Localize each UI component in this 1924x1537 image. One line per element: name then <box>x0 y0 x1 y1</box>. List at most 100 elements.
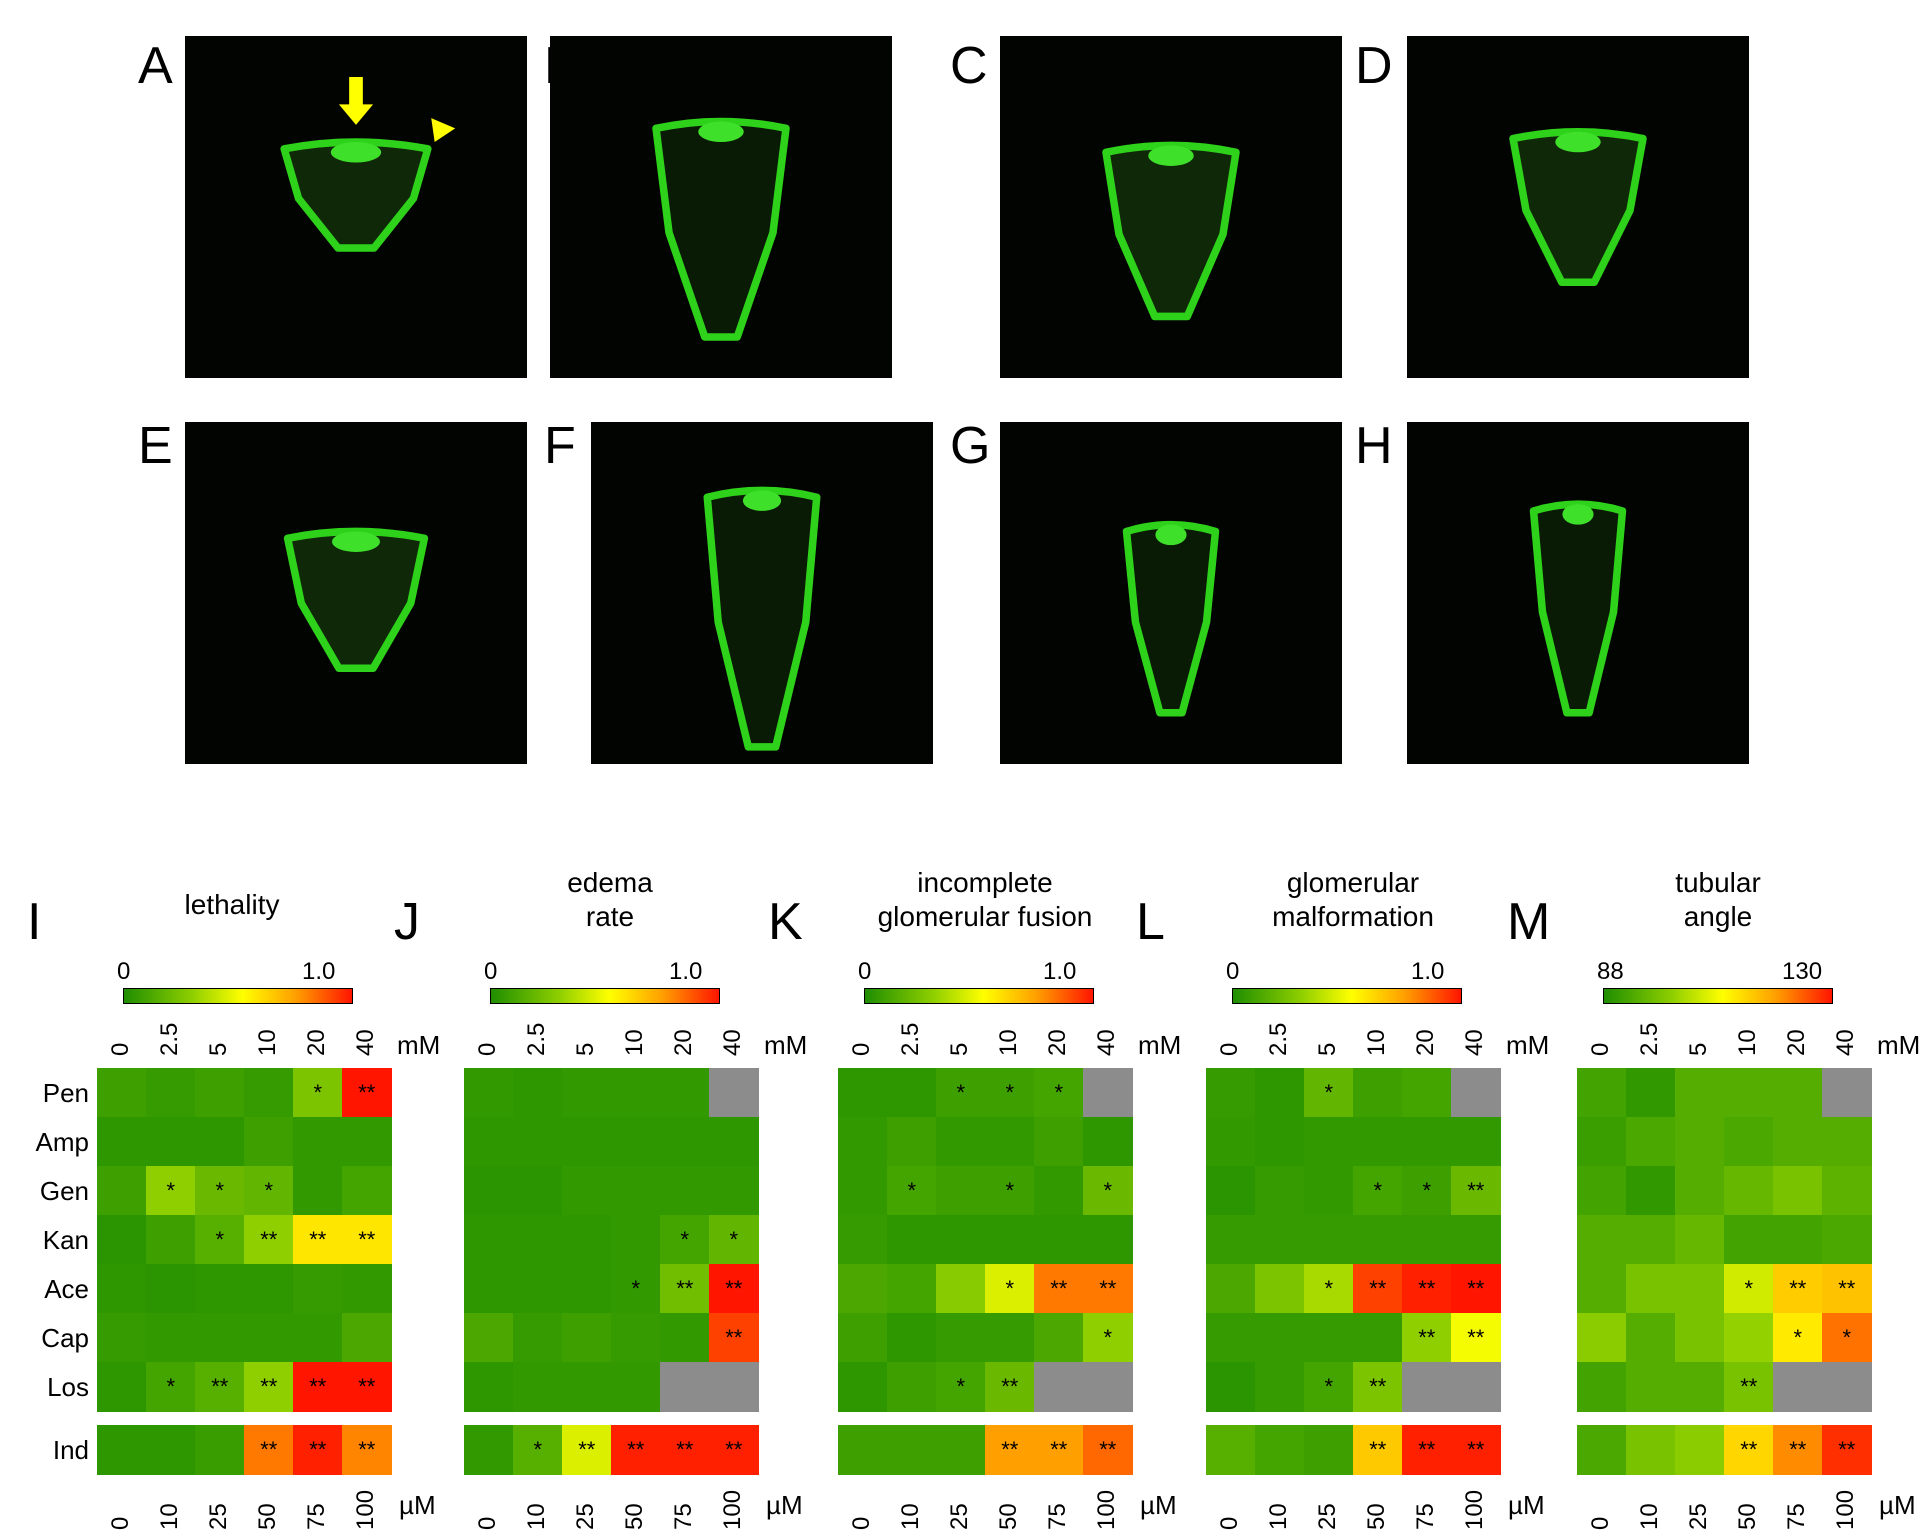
heatmap-cell <box>611 1166 661 1216</box>
colorbar-max-label: 1.0 <box>1043 958 1077 985</box>
heatmap-cell <box>887 1362 937 1412</box>
heatmap-cell-significance: * <box>1304 1264 1354 1314</box>
heatmap-cell <box>1822 1362 1872 1412</box>
heatmap-cell <box>1773 1362 1823 1412</box>
heatmap-cell <box>887 1117 937 1167</box>
heatmap-cell <box>146 1068 196 1118</box>
heatmap-cell <box>97 1068 147 1118</box>
heatmap-cell <box>660 1117 710 1167</box>
heatmap-cell <box>293 1313 343 1363</box>
heatmap-cell <box>1402 1117 1452 1167</box>
heatmap-cell <box>97 1362 147 1412</box>
uM-tick-label: 10 <box>156 1503 183 1530</box>
colorbar-max-label: 1.0 <box>1411 958 1445 985</box>
heatmap-cell-significance: * <box>1304 1068 1354 1118</box>
heatmap-cell <box>1402 1362 1452 1412</box>
heatmap-cell-significance: * <box>936 1068 986 1118</box>
glomerulus <box>330 142 382 163</box>
heatmap-cell <box>97 1117 147 1167</box>
heatmap-cell <box>562 1215 612 1265</box>
uM-tick-label: 100 <box>1832 1489 1859 1530</box>
heatmap-cell <box>838 1215 888 1265</box>
mM-unit-label: mM <box>1138 1030 1182 1060</box>
heatmap-cell-significance: ** <box>1451 1313 1501 1363</box>
uM-unit-label: µM <box>399 1490 436 1520</box>
heatmap-cell <box>1626 1313 1676 1363</box>
heatmap-cell <box>293 1264 343 1314</box>
heatmap-cell-significance: * <box>195 1215 245 1265</box>
heatmap-cell-significance: ** <box>660 1264 710 1314</box>
heatmap-cell-significance: ** <box>1353 1425 1403 1475</box>
uM-tick-label: 25 <box>572 1503 599 1530</box>
uM-tick-label: 75 <box>1044 1503 1071 1530</box>
colorbar <box>490 988 720 1004</box>
heatmap-cell <box>562 1166 612 1216</box>
uM-tick-label: 10 <box>523 1503 550 1530</box>
fluorescence-image <box>1407 36 1749 378</box>
heatmap-cell <box>1451 1362 1501 1412</box>
mM-tick-label: 2.5 <box>1265 1022 1292 1056</box>
heatmap-cell <box>1255 1425 1305 1475</box>
heatmap-cell-significance: * <box>985 1068 1035 1118</box>
heatmap-cell-significance: * <box>1083 1166 1133 1216</box>
row-label: Kan <box>42 1225 89 1255</box>
heatmap-cell <box>1206 1068 1256 1118</box>
heatmap-cell <box>838 1068 888 1118</box>
uM-tick-label: 10 <box>1265 1503 1292 1530</box>
heatmap-cell <box>709 1166 759 1216</box>
heatmap-cell <box>562 1264 612 1314</box>
heatmap-cell <box>709 1068 759 1118</box>
uM-tick-label: 10 <box>897 1503 924 1530</box>
pronephros-outline <box>280 138 432 252</box>
heatmap-cell <box>244 1264 294 1314</box>
heatmap-cell <box>936 1215 986 1265</box>
heatmap-cell <box>342 1117 392 1167</box>
heatmap-cell-significance: ** <box>342 1215 392 1265</box>
uM-tick-label: 100 <box>352 1489 379 1530</box>
heatmap-cell <box>1206 1362 1256 1412</box>
heatmap-cell <box>1724 1166 1774 1216</box>
heatmap-cell <box>985 1313 1035 1363</box>
uM-unit-label: µM <box>766 1490 803 1520</box>
heatmap-cell <box>1773 1215 1823 1265</box>
heatmap-cell <box>887 1068 937 1118</box>
fluorescence-image <box>591 422 933 764</box>
heatmap-cell <box>342 1313 392 1363</box>
heatmap-cell <box>1083 1068 1133 1118</box>
row-label: Los <box>47 1372 89 1402</box>
heatmap-cell <box>887 1215 937 1265</box>
heatmap-cell <box>146 1264 196 1314</box>
mM-tick-label: 0 <box>474 1042 501 1056</box>
heatmap-cell-significance: ** <box>1822 1425 1872 1475</box>
colorbar-max-label: 1.0 <box>669 958 703 985</box>
heatmap-title: glomerular malformation <box>1203 866 1503 934</box>
heatmap-cell-significance: ** <box>1451 1264 1501 1314</box>
heatmap-cell <box>146 1425 196 1475</box>
uM-tick-label: 0 <box>848 1516 875 1530</box>
heatmap-cell <box>1626 1166 1676 1216</box>
heatmap-cell <box>195 1425 245 1475</box>
mM-tick-label: 10 <box>1734 1029 1761 1056</box>
heatmap-cell-significance: ** <box>660 1425 710 1475</box>
heatmap-cell <box>1206 1166 1256 1216</box>
heatmap-cell <box>1773 1166 1823 1216</box>
heatmap-cell <box>1034 1362 1084 1412</box>
heatmap-cell <box>1304 1117 1354 1167</box>
row-label-ind: Ind <box>52 1435 89 1465</box>
heatmap-cell-significance: ** <box>1822 1264 1872 1314</box>
heatmap-cell-significance: ** <box>293 1425 343 1475</box>
fluorescence-image <box>185 36 527 378</box>
heatmap-cell <box>1724 1117 1774 1167</box>
uM-tick-label: 0 <box>1587 1516 1614 1530</box>
heatmap-title-line: tubular <box>1675 867 1761 898</box>
fluorescence-image <box>1407 422 1749 764</box>
mM-tick-label: 20 <box>1412 1029 1439 1056</box>
heatmap-cell <box>342 1264 392 1314</box>
heatmap-cell <box>1034 1215 1084 1265</box>
heatmap-title-line: lethality <box>184 889 280 920</box>
mM-tick-label: 10 <box>254 1029 281 1056</box>
heatmap-cell-significance: ** <box>1451 1166 1501 1216</box>
heatmap-cell-significance: * <box>887 1166 937 1216</box>
heatmap-cell <box>342 1166 392 1216</box>
